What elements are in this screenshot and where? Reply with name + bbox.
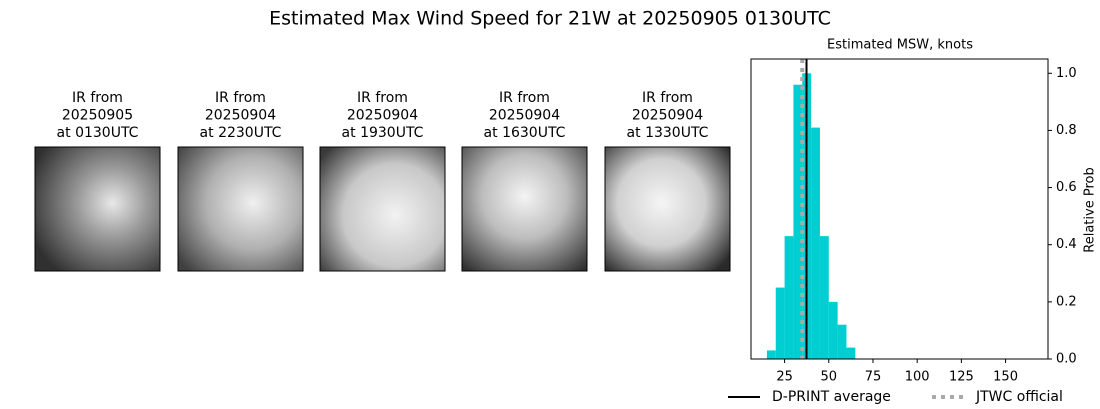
panel-title: 20250905 bbox=[62, 108, 133, 124]
legend-label: JTWC official bbox=[975, 389, 1063, 405]
bar bbox=[837, 324, 847, 359]
bar bbox=[766, 350, 776, 359]
panel-title: IR from bbox=[72, 90, 123, 106]
x-tick-label: 50 bbox=[821, 370, 838, 385]
bar bbox=[793, 84, 803, 359]
panel-title: at 1930UTC bbox=[342, 125, 424, 141]
y-tick-label: 0.2 bbox=[1056, 294, 1077, 309]
x-tick-label: 100 bbox=[905, 370, 930, 385]
x-tick-label: 25 bbox=[776, 370, 793, 385]
x-tick-label: 150 bbox=[993, 370, 1018, 385]
panel-title: at 1630UTC bbox=[484, 125, 566, 141]
y-axis-label: Relative Prob bbox=[1083, 167, 1098, 252]
panel-title: at 0130UTC bbox=[57, 125, 139, 141]
figure-title: Estimated Max Wind Speed for 21W at 2025… bbox=[269, 8, 831, 30]
histogram-chart: Estimated MSW, knots Relative Prob 25 50 7… bbox=[750, 38, 1098, 385]
panel-title: 20250904 bbox=[489, 108, 560, 124]
y-tick-label: 0.6 bbox=[1056, 180, 1077, 195]
ir-image bbox=[319, 146, 446, 272]
y-tick-label: 0.4 bbox=[1056, 237, 1077, 252]
plot-frame bbox=[750, 58, 1049, 360]
bar bbox=[828, 301, 838, 359]
x-tick-label: 125 bbox=[949, 370, 974, 385]
y-tick-label: 0.0 bbox=[1056, 352, 1077, 367]
ir-image bbox=[604, 146, 731, 272]
panel-title: 20250904 bbox=[632, 108, 703, 124]
panel-title: IR from bbox=[215, 90, 266, 106]
y-tick-label: 1.0 bbox=[1056, 66, 1077, 81]
panel-title: IR from bbox=[499, 90, 550, 106]
panel-title: 20250904 bbox=[205, 108, 276, 124]
ir-image bbox=[461, 146, 588, 272]
y-tick-label: 0.8 bbox=[1056, 123, 1077, 138]
panel-title: at 2230UTC bbox=[200, 125, 282, 141]
legend-label: D-PRINT average bbox=[772, 389, 891, 405]
bar bbox=[819, 236, 829, 359]
panel-title: IR from bbox=[642, 90, 693, 106]
ir-image bbox=[177, 146, 304, 272]
bar bbox=[846, 347, 856, 359]
x-tick-label: 75 bbox=[865, 370, 882, 385]
panel-title: IR from bbox=[357, 90, 408, 106]
chart-title: Estimated MSW, knots bbox=[827, 38, 973, 53]
ir-image bbox=[34, 146, 161, 272]
bar bbox=[811, 127, 820, 359]
bar bbox=[775, 287, 785, 359]
panel-title: at 1330UTC bbox=[627, 125, 709, 141]
panel-title: 20250904 bbox=[347, 108, 418, 124]
bar bbox=[784, 236, 794, 359]
